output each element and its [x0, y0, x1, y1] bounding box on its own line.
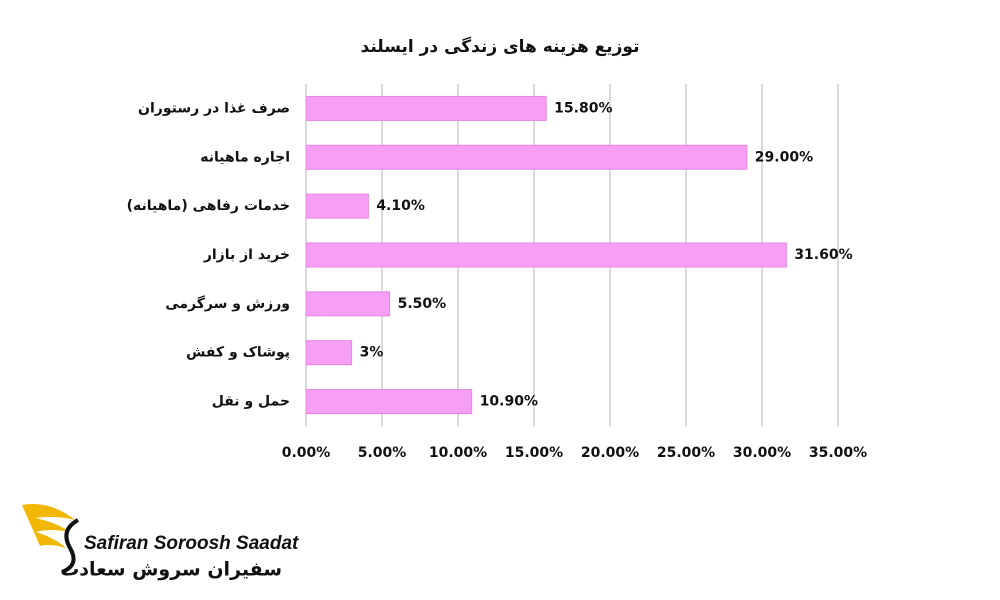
bar [305, 242, 787, 268]
value-label: 29.00% [755, 149, 813, 165]
logo-persian: سفیران سروش سعادت [60, 559, 282, 581]
x-tick-label: 35.00% [809, 445, 867, 461]
y-tick-label: پوشاک و کفش [186, 345, 290, 361]
bar [305, 95, 547, 121]
x-tick-label: 5.00% [358, 445, 407, 461]
bar [305, 144, 748, 170]
logo-wing [22, 504, 75, 548]
y-tick-label: صرف غذا در رستوران [138, 100, 290, 116]
value-label: 3% [360, 345, 384, 361]
logo: Safiran Soroosh Saadat سفیران سروش سعادت [22, 504, 299, 581]
y-tick-label: اجاره ماهیانه [200, 149, 290, 165]
chart-title: توزیع هزینه های زندگی در ایسلند [361, 36, 640, 57]
x-tick-label: 25.00% [657, 445, 715, 461]
x-tick-label: 0.00% [282, 445, 331, 461]
logo-latin: Safiran Soroosh Saadat [84, 533, 299, 554]
y-tick-label: خدمات رفاهی (ماهیانه) [127, 198, 290, 214]
bar [305, 193, 369, 219]
y-tick-label: خرید از بازار [203, 247, 290, 263]
x-tick-label: 15.00% [505, 445, 563, 461]
value-label: 10.90% [480, 394, 538, 410]
bar [305, 389, 473, 415]
bar [305, 291, 391, 317]
value-label: 5.50% [398, 296, 447, 312]
bar [305, 340, 353, 366]
logo-swan [61, 518, 80, 574]
x-tick-label: 10.00% [429, 445, 487, 461]
y-tick-label: ورزش و سرگرمی [165, 295, 290, 312]
value-label: 31.60% [794, 247, 852, 263]
x-tick-label: 30.00% [733, 445, 791, 461]
x-tick-label: 20.00% [581, 445, 639, 461]
y-tick-label: حمل و نقل [212, 394, 290, 410]
value-label: 4.10% [376, 198, 425, 214]
value-label: 15.80% [554, 100, 612, 116]
